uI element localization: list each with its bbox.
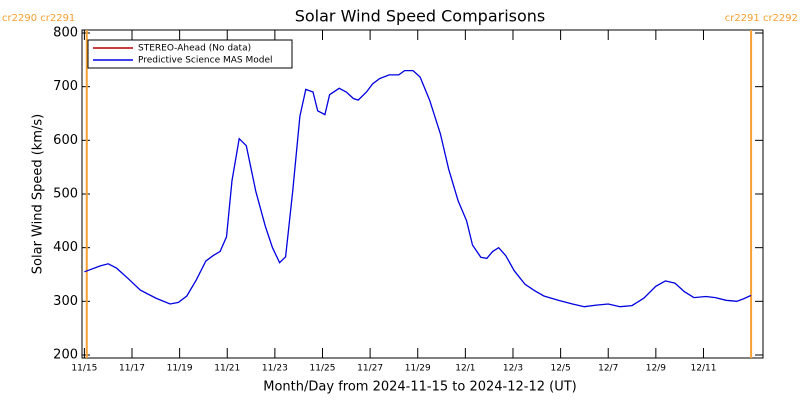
x-tick-label: 11/19 <box>167 364 193 374</box>
legend-label: STEREO-Ahead (No data) <box>138 44 251 54</box>
x-tick-label: 12/11 <box>691 364 717 374</box>
x-tick-label: 12/1 <box>455 364 475 374</box>
x-tick-label: 12/9 <box>646 364 666 374</box>
legend-box <box>87 39 293 69</box>
x-tick-label: 11/27 <box>357 364 383 374</box>
x-axis-label: Month/Day from 2024-11-15 to 2024-12-12 … <box>263 380 576 395</box>
y-tick-label: 300 <box>53 294 78 309</box>
x-tick-label: 11/29 <box>405 364 431 374</box>
x-tick-label: 11/15 <box>71 364 97 374</box>
chart-title: Solar Wind Speed Comparisons <box>295 7 546 26</box>
x-tick-label: 11/25 <box>310 364 336 374</box>
legend-label: Predictive Science MAS Model <box>138 56 273 66</box>
x-tick-label: 11/21 <box>214 364 240 374</box>
y-tick-label: 200 <box>53 348 78 363</box>
x-tick-label: 12/5 <box>550 364 570 374</box>
x-tick-label: 12/7 <box>598 364 618 374</box>
y-tick-label: 700 <box>53 79 78 94</box>
y-tick-label: 400 <box>53 240 78 255</box>
x-tick-label: 11/23 <box>262 364 288 374</box>
series-line <box>84 69 752 308</box>
carrington-label: cr2290 cr2291 <box>2 13 75 24</box>
y-tick-label: 800 <box>53 26 78 41</box>
y-tick-label: 500 <box>53 187 78 202</box>
y-axis-label: Solar Wind Speed (km/s) <box>31 114 46 274</box>
carrington-label: cr2291 cr2292 <box>725 13 798 24</box>
x-tick-label: 12/3 <box>503 364 523 374</box>
y-tick-label: 600 <box>53 133 78 148</box>
x-tick-label: 11/17 <box>119 364 145 374</box>
